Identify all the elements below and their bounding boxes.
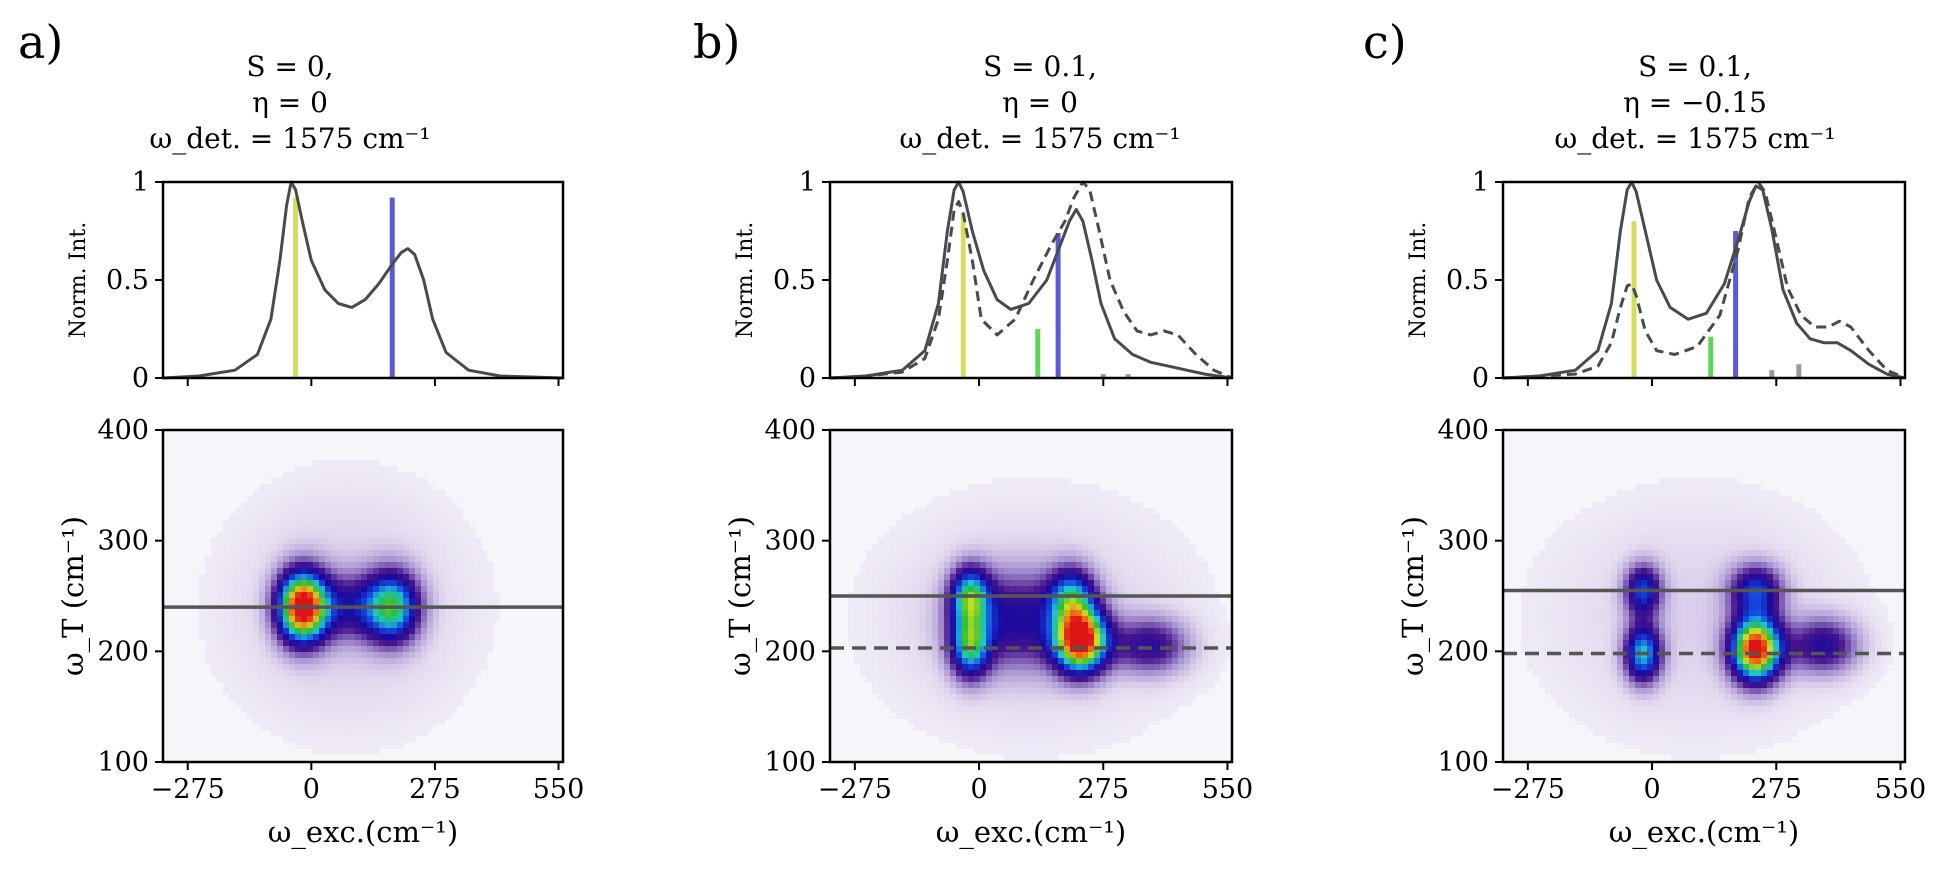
y-tick-label: 400 (97, 415, 149, 446)
y-axis-label: Norm. Int. (733, 222, 758, 339)
x-tick-label: 275 (1077, 774, 1129, 805)
y-tick-label: 200 (1437, 636, 1489, 667)
heatmap-plot: 100 200 300 400 −275 0 275 550 ω_exc.(cm⁻¹) ω_T (… (56, 415, 584, 850)
y-axis-label: Norm. Int. (1406, 222, 1431, 339)
panel-c: c) S = 0.1,η = −0.15ω_det. = 1575 cm⁻¹ 0 0.… (1363, 15, 1926, 850)
x-tick-label: −275 (818, 774, 892, 805)
panel-title-line: ω_det. = 1575 cm⁻¹ (899, 122, 1180, 155)
x-tick-label: 550 (1202, 774, 1254, 805)
panel-letter: b) (693, 15, 740, 69)
y-tick-label: 100 (1437, 747, 1489, 778)
series-solid (829, 180, 1233, 380)
y-tick-label: 200 (764, 636, 816, 667)
y-tick-label: 1 (1472, 167, 1489, 198)
y-tick-label: 0.5 (1446, 265, 1489, 296)
y-tick-label: 100 (764, 747, 816, 778)
x-axis-label: ω_exc.(cm⁻¹) (1609, 815, 1799, 850)
y-tick-label: 400 (1437, 415, 1489, 446)
y-tick-label: 0 (799, 363, 816, 394)
x-tick-label: 0 (970, 774, 987, 805)
panel-title-line: ω_det. = 1575 cm⁻¹ (1554, 122, 1835, 155)
spectrum-plot: 0 0.5 1 Norm. Int. (66, 167, 565, 394)
series-dashed (1502, 180, 1906, 380)
plot-frame (828, 180, 1234, 380)
y-axis-label: ω_T (cm⁻¹) (1396, 516, 1431, 676)
y-tick-label: 400 (764, 415, 816, 446)
plot-frame (161, 428, 565, 764)
panel-title-line: η = 0 (252, 86, 328, 119)
x-tick-label: 275 (1750, 774, 1802, 805)
y-tick-label: 300 (97, 526, 149, 557)
series-solid (1502, 180, 1906, 380)
y-tick-label: 0 (132, 363, 149, 394)
x-axis-label: ω_exc.(cm⁻¹) (936, 815, 1126, 850)
panel-title-line: ω_det. = 1575 cm⁻¹ (149, 122, 430, 155)
y-tick-label: 0 (1472, 363, 1489, 394)
x-tick-label: 275 (409, 774, 461, 805)
x-tick-label: −275 (151, 774, 225, 805)
panel-title-line: S = 0, (246, 50, 333, 83)
x-tick-label: 550 (533, 774, 585, 805)
y-tick-label: 200 (97, 636, 149, 667)
y-tick-label: 100 (97, 747, 149, 778)
x-tick-label: −275 (1491, 774, 1565, 805)
spectrum-plot: 0 0.5 1 Norm. Int. (733, 167, 1234, 394)
panel-a: a) S = 0,η = 0ω_det. = 1575 cm⁻¹ 0 0.5 1 Norm… (18, 15, 584, 850)
plot-frame (828, 428, 1234, 764)
panel-b: b) S = 0.1,η = 0ω_det. = 1575 cm⁻¹ 0 0.5 1 No… (693, 15, 1253, 850)
y-tick-label: 1 (132, 167, 149, 198)
plot-frame (161, 180, 565, 380)
series-dashed (829, 180, 1233, 380)
y-axis-label: ω_T (cm⁻¹) (56, 516, 91, 676)
x-tick-label: 550 (1875, 774, 1927, 805)
spectrum-plot: 0 0.5 1 Norm. Int. (1406, 167, 1907, 394)
panel-title-line: η = 0 (1002, 86, 1078, 119)
plot-frame (1501, 428, 1907, 764)
panel-title-line: η = −0.15 (1623, 86, 1767, 119)
panel-title-line: S = 0.1, (983, 50, 1097, 83)
panel-letter: a) (18, 15, 63, 69)
heatmap-plot: 100 200 300 400 −275 0 275 550 ω_exc.(cm⁻¹) ω_T (… (723, 415, 1253, 850)
x-axis-label: ω_exc.(cm⁻¹) (268, 815, 458, 850)
y-tick-label: 300 (764, 526, 816, 557)
y-tick-label: 0.5 (773, 265, 816, 296)
y-tick-label: 0.5 (106, 265, 149, 296)
y-tick-label: 1 (799, 167, 816, 198)
x-tick-label: 0 (303, 774, 320, 805)
series-solid (162, 180, 564, 380)
heatmap-plot: 100 200 300 400 −275 0 275 550 ω_exc.(cm⁻¹) ω_T (… (1396, 415, 1926, 850)
panels-root: a) S = 0,η = 0ω_det. = 1575 cm⁻¹00.51Norm… (18, 15, 1926, 850)
y-tick-label: 300 (1437, 526, 1489, 557)
x-tick-label: 0 (1643, 774, 1660, 805)
panel-title-line: S = 0.1, (1638, 50, 1752, 83)
y-axis-label: Norm. Int. (66, 222, 91, 339)
panel-letter: c) (1363, 15, 1407, 69)
y-axis-label: ω_T (cm⁻¹) (723, 516, 758, 676)
